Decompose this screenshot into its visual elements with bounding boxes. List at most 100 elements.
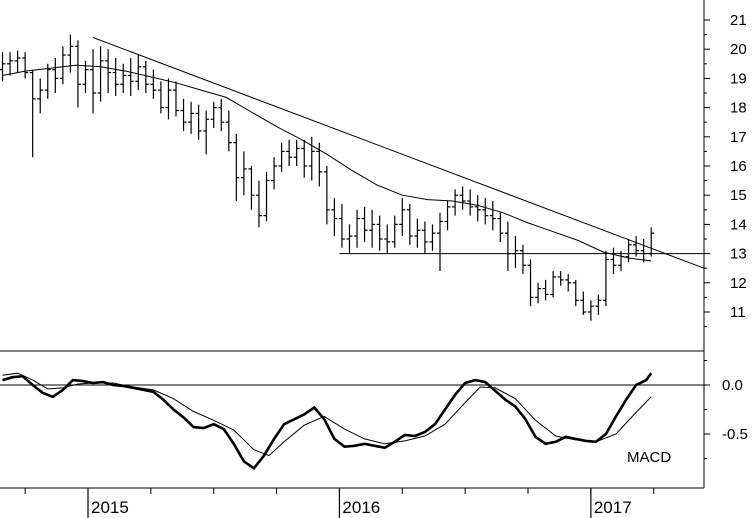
x-tick-label: 2017 bbox=[594, 498, 632, 517]
ohlc-bar bbox=[97, 46, 104, 102]
ohlc-bar bbox=[459, 186, 466, 210]
macd-lines bbox=[2, 372, 653, 471]
ohlc-bar bbox=[399, 198, 406, 237]
ohlc-bar bbox=[391, 215, 398, 248]
ohlc-bar bbox=[248, 166, 255, 210]
ohlc-bar bbox=[640, 239, 647, 263]
ohlc-bar bbox=[286, 139, 293, 166]
ohlc-bar bbox=[240, 151, 247, 196]
ohlc-bar bbox=[29, 69, 36, 158]
macd-y-axis: 0.0 -0.5 bbox=[0, 360, 748, 459]
ohlc-bar bbox=[188, 101, 195, 134]
ohlc-bar bbox=[112, 57, 119, 96]
ohlc-bar bbox=[519, 244, 526, 275]
ohlc-bar bbox=[120, 63, 127, 93]
x-tick-label: 2015 bbox=[91, 498, 129, 517]
ohlc-bar bbox=[346, 224, 353, 254]
ohlc-bar bbox=[165, 78, 172, 120]
ohlc-bar bbox=[437, 212, 443, 272]
ohlc-bar bbox=[512, 236, 519, 269]
ohlc-bar bbox=[482, 198, 489, 225]
ohlc-bar bbox=[595, 294, 602, 315]
price-trendlines bbox=[92, 37, 705, 269]
ohlc-bar bbox=[384, 224, 391, 254]
ohlc-bar bbox=[602, 250, 609, 307]
price-tick-label: 20 bbox=[730, 41, 747, 58]
ohlc-bar bbox=[376, 215, 383, 251]
ohlc-bar bbox=[572, 279, 579, 307]
ohlc-bar bbox=[308, 136, 315, 181]
macd-tick-label: -0.5 bbox=[722, 426, 748, 443]
ohlc-bar bbox=[527, 259, 534, 307]
ohlc-bar bbox=[233, 133, 240, 202]
ohlc-bar bbox=[173, 81, 179, 117]
ohlc-bar bbox=[354, 209, 361, 248]
ohlc-bar bbox=[497, 212, 504, 242]
ohlc-bar bbox=[474, 195, 481, 222]
ohlc-bar bbox=[67, 34, 74, 73]
x-axis: 2015 2016 2017 bbox=[24, 488, 655, 518]
ohlc-bar bbox=[331, 198, 338, 237]
ohlc-bar bbox=[550, 271, 557, 298]
price-tick-label: 16 bbox=[730, 158, 747, 175]
ohlc-bar bbox=[293, 139, 300, 166]
ohlc-bar bbox=[610, 247, 617, 275]
price-moving-average bbox=[2, 64, 652, 262]
ohlc-bar bbox=[74, 40, 81, 108]
ohlc-bar bbox=[263, 171, 270, 222]
ohlc-bar bbox=[90, 49, 97, 114]
ohlc-bar bbox=[587, 300, 594, 321]
ohlc-bar bbox=[127, 57, 134, 96]
ohlc-bar bbox=[142, 60, 149, 93]
price-y-axis: 11 12 13 14 15 16 17 18 19 20 21 bbox=[704, 12, 747, 328]
ohlc-bar bbox=[369, 209, 376, 248]
panel-frames bbox=[0, 0, 705, 489]
price-ohlc-series bbox=[0, 34, 655, 321]
macd-tick-label: 0.0 bbox=[722, 377, 743, 394]
ohlc-bar bbox=[7, 52, 14, 76]
ohlc-bar bbox=[406, 203, 413, 245]
ohlc-bar bbox=[557, 271, 564, 286]
price-tick-label: 13 bbox=[730, 246, 747, 263]
ohlc-bar bbox=[504, 221, 511, 272]
price-tick-label: 14 bbox=[730, 216, 747, 233]
price-tick-label: 17 bbox=[730, 129, 747, 146]
ohlc-bar bbox=[22, 52, 29, 79]
ohlc-bar bbox=[135, 55, 142, 91]
ohlc-bar bbox=[150, 69, 157, 99]
ohlc-bar bbox=[195, 104, 202, 140]
ohlc-bar bbox=[648, 227, 655, 257]
ohlc-bar bbox=[625, 239, 632, 263]
ohlc-bar bbox=[225, 110, 232, 152]
x-tick-label: 2016 bbox=[342, 498, 380, 517]
ohlc-bar bbox=[218, 98, 225, 131]
ohlc-bar bbox=[52, 57, 59, 93]
price-tick-label: 19 bbox=[730, 70, 747, 87]
ohlc-bar bbox=[180, 98, 187, 131]
macd-panel-label: MACD bbox=[627, 449, 671, 466]
ohlc-bar bbox=[14, 50, 21, 73]
macd-line bbox=[2, 372, 653, 471]
ohlc-bar bbox=[535, 282, 542, 304]
price-tick-label: 12 bbox=[730, 275, 747, 292]
ohlc-bar bbox=[59, 46, 66, 85]
moving-average-line bbox=[2, 64, 652, 262]
ohlc-bar bbox=[203, 110, 210, 155]
ohlc-bar bbox=[361, 206, 368, 242]
ohlc-bar bbox=[444, 201, 451, 231]
ohlc-bar bbox=[271, 157, 278, 190]
ohlc-bar bbox=[580, 291, 587, 315]
ohlc-bar bbox=[278, 142, 285, 172]
price-tick-label: 21 bbox=[730, 12, 747, 29]
ohlc-bar bbox=[452, 189, 459, 216]
ohlc-bar bbox=[105, 49, 112, 93]
trendline bbox=[92, 37, 705, 269]
ohlc-bar bbox=[414, 218, 421, 248]
ohlc-bar bbox=[157, 81, 164, 114]
ohlc-bar bbox=[37, 78, 44, 114]
ohlc-bar bbox=[542, 279, 549, 301]
price-tick-label: 18 bbox=[730, 100, 747, 117]
ohlc-bar bbox=[323, 166, 330, 225]
ohlc-bar bbox=[467, 189, 474, 216]
